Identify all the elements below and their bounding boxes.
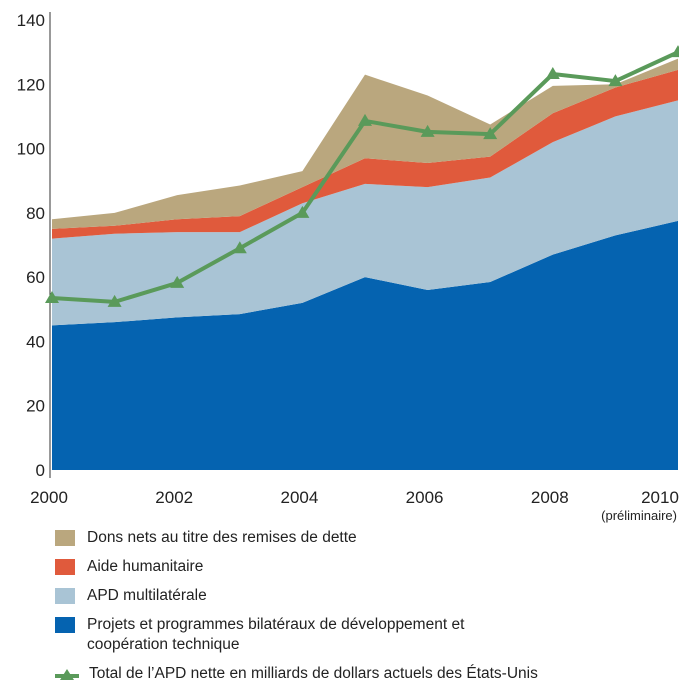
areas — [52, 58, 678, 470]
y-tick-label: 120 — [17, 75, 45, 94]
marker — [420, 124, 435, 137]
marker — [483, 127, 498, 140]
y-tick-label: 20 — [26, 397, 45, 416]
legend-label: Aide humanitaire — [87, 558, 204, 575]
legend-swatch — [55, 669, 79, 680]
legend-item: Projets et programmes bilatéraux de déve… — [55, 615, 615, 655]
legend-label: Total de l’APD nette en milliards de dol… — [89, 665, 538, 682]
x-tick-label: 2004 — [280, 488, 318, 507]
legend-item: Aide humanitaire — [55, 557, 615, 577]
legend-item: Total de l’APD nette en milliards de dol… — [55, 664, 615, 684]
marker — [45, 291, 59, 304]
y-tick-label: 60 — [26, 268, 45, 287]
y-tick-label: 100 — [17, 140, 45, 159]
x-tick-label: 2000 — [30, 488, 68, 507]
legend-label: Dons nets au titre des remises de dette — [87, 529, 357, 546]
marker — [170, 275, 185, 288]
x-tick-label: 2008 — [531, 488, 569, 507]
area — [52, 100, 678, 326]
y-tick-label: 80 — [26, 204, 45, 223]
legend-label: Projets et programmes bilatéraux de déve… — [87, 616, 465, 653]
marker — [232, 241, 247, 254]
marker — [545, 67, 560, 79]
legend-label: APD multilatérale — [87, 587, 207, 604]
marker — [107, 294, 122, 307]
x-tick-label: 2002 — [155, 488, 193, 507]
legend-swatch — [55, 559, 75, 575]
area — [52, 220, 678, 470]
area — [52, 58, 678, 229]
x-tick-label: 2006 — [406, 488, 444, 507]
marker — [608, 74, 623, 87]
y-tick-label: 0 — [36, 461, 45, 480]
legend-swatch — [55, 530, 75, 546]
marker — [358, 113, 372, 126]
marker — [295, 205, 310, 218]
legend: Dons nets au titre des remises de dette A… — [55, 528, 615, 693]
y-tick-label: 140 — [17, 11, 45, 30]
marker — [671, 45, 679, 58]
legend-swatch — [55, 617, 75, 633]
x-tick-label: 2010 — [641, 488, 679, 507]
annotation: (préliminaire) — [601, 508, 677, 523]
legend-item: APD multilatérale — [55, 586, 615, 606]
legend-item: Dons nets au titre des remises de dette — [55, 528, 615, 548]
legend-swatch — [55, 588, 75, 604]
y-tick-label: 40 — [26, 332, 45, 351]
chart: 0 20 40 60 80 100 120 140 2000 2002 2004 2006 2008 20… — [17, 11, 679, 523]
